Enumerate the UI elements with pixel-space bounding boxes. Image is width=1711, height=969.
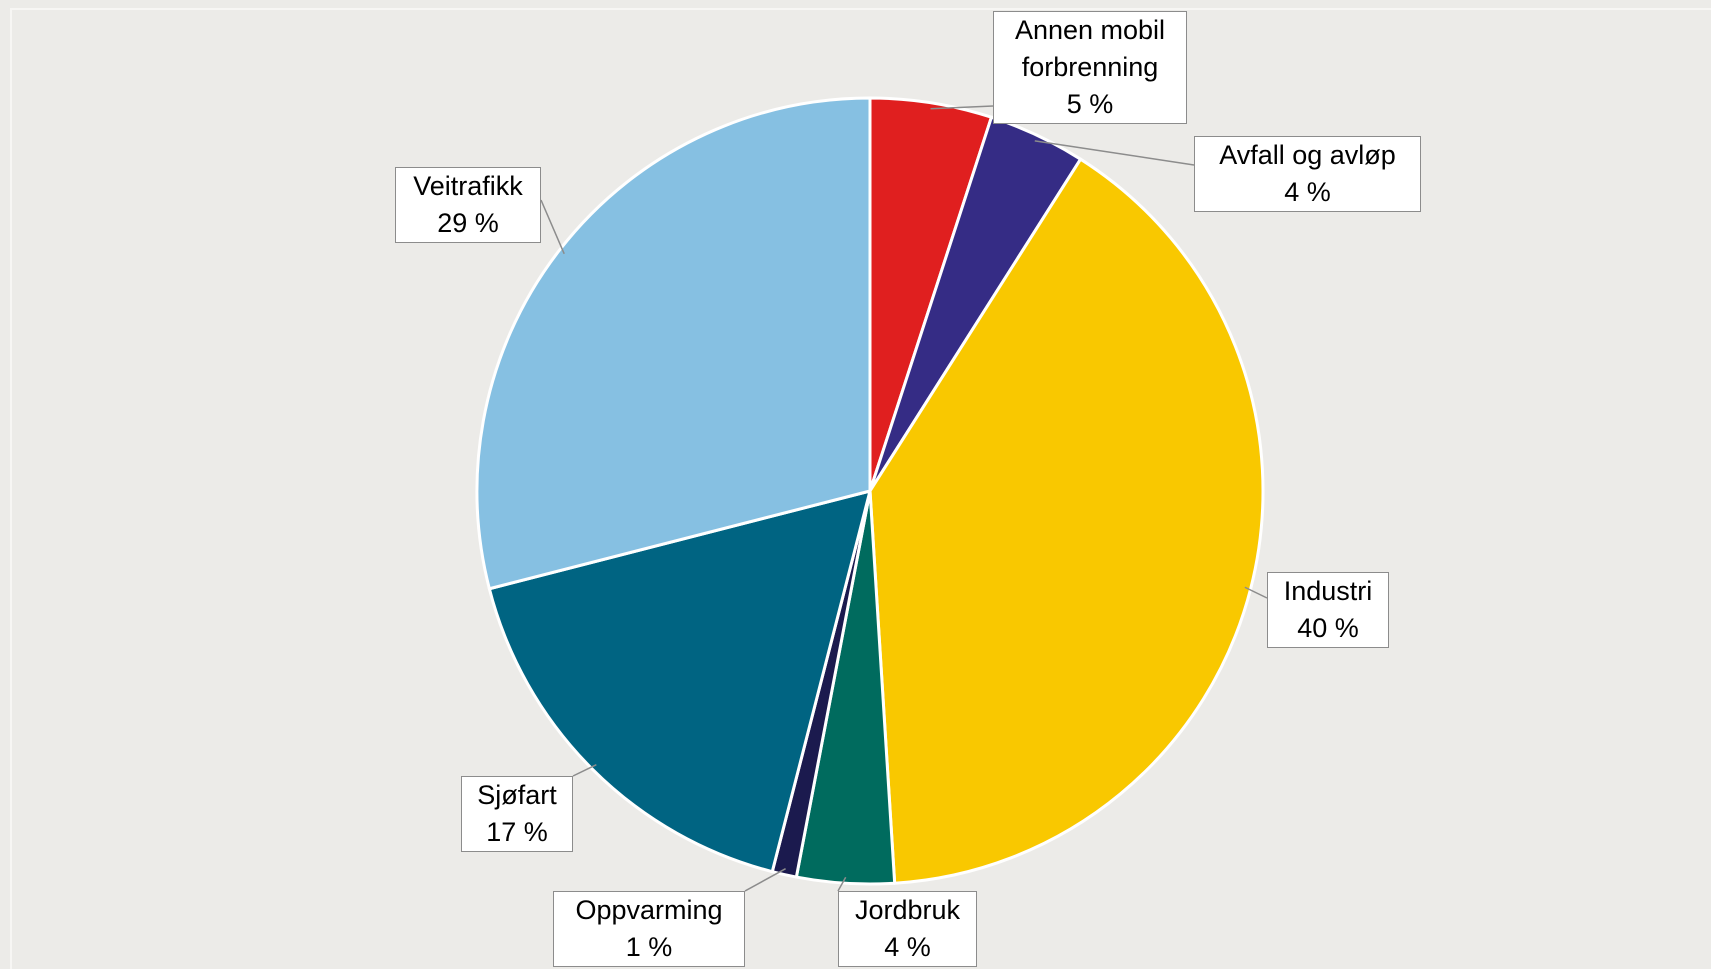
pie-slice — [475, 96, 872, 591]
value-label: 4 % — [1284, 177, 1331, 207]
plot-frame — [10, 8, 1711, 969]
category-label: Avfall og avløp — [1219, 140, 1396, 170]
data-label: Veitrafikk 29 % — [395, 167, 541, 243]
leader-line — [930, 105, 994, 110]
leader-line — [572, 763, 597, 777]
category-label: Annen mobil forbrenning — [1014, 15, 1166, 82]
leader-line — [744, 868, 786, 892]
category-label: Industri — [1283, 576, 1373, 606]
value-label: 5 % — [1066, 89, 1114, 119]
data-label: Avfall og avløp 4 % — [1194, 136, 1421, 212]
category-label: Sjøfart — [477, 780, 557, 810]
pie-slice — [868, 157, 1265, 885]
category-label: Oppvarming — [575, 895, 723, 925]
data-label: Sjøfart 17 % — [461, 776, 573, 852]
value-label: 1 % — [625, 932, 673, 962]
data-label: Oppvarming 1 % — [553, 891, 745, 967]
value-label: 4 % — [884, 932, 931, 962]
leader-line — [1244, 586, 1268, 599]
pie-slice — [487, 489, 872, 874]
leader-line — [837, 876, 847, 892]
leader-line — [540, 199, 565, 255]
category-label: Jordbruk — [854, 895, 961, 925]
data-label: Industri 40 % — [1267, 572, 1389, 648]
value-label: 40 % — [1297, 613, 1359, 643]
data-label: Annen mobil forbrenning 5 % — [993, 11, 1187, 124]
value-label: 17 % — [486, 817, 548, 847]
category-label: Veitrafikk — [413, 171, 523, 201]
data-label: Jordbruk 4 % — [838, 891, 977, 967]
leader-line — [1034, 140, 1195, 166]
value-label: 29 % — [437, 208, 499, 238]
